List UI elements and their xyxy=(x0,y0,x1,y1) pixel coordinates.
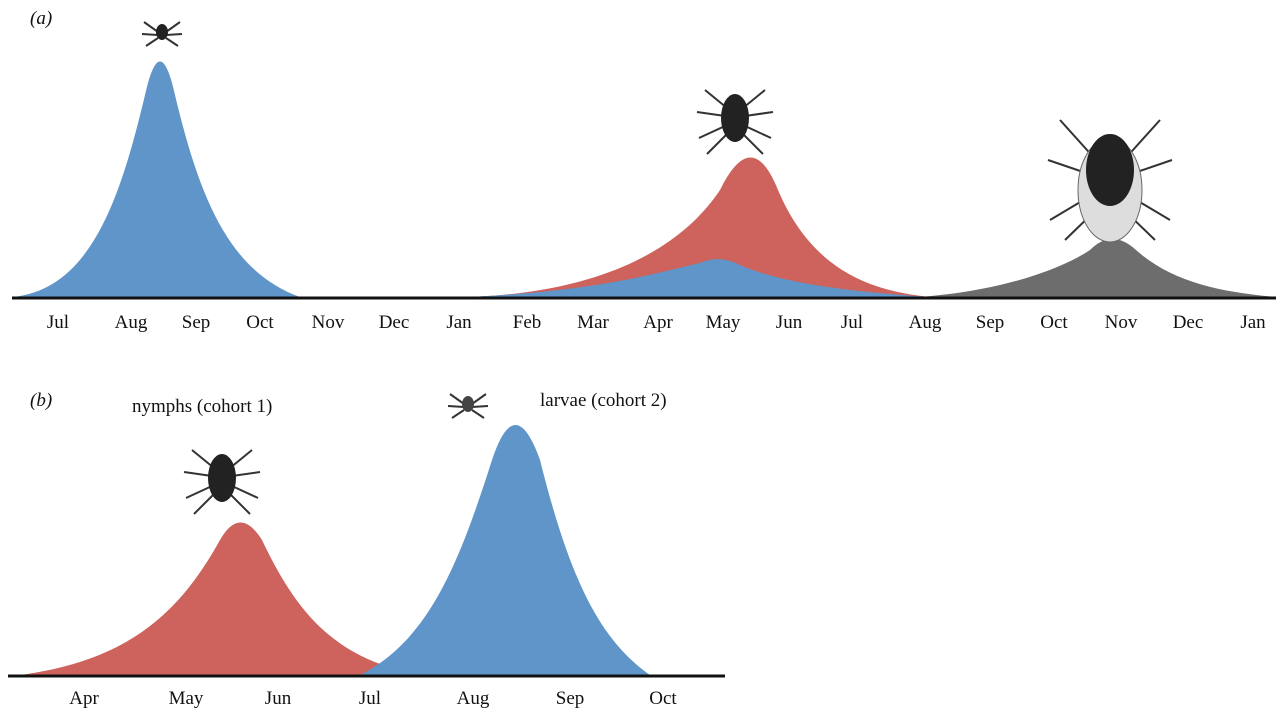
month-label: Sep xyxy=(976,312,1005,333)
panel-label: (b) xyxy=(30,390,52,411)
series-label: nymphs (cohort 1) xyxy=(132,396,272,417)
month-label: Aug xyxy=(115,312,148,333)
larvae-curve xyxy=(12,61,300,297)
nymph-icon-b xyxy=(183,449,261,515)
nymph-icon xyxy=(696,89,774,155)
month-label: Nov xyxy=(1105,312,1138,333)
month-label: Jan xyxy=(1240,312,1266,333)
month-label: Jun xyxy=(776,312,803,333)
larvae-cohort2-curve xyxy=(360,425,650,675)
month-label: May xyxy=(169,688,204,709)
month-label: Sep xyxy=(556,688,585,709)
month-label: Dec xyxy=(379,312,410,333)
month-label: Sep xyxy=(182,312,211,333)
month-label: Aug xyxy=(457,688,490,709)
month-label: Aug xyxy=(909,312,942,333)
month-label: Jul xyxy=(47,312,69,333)
month-label: May xyxy=(706,312,741,333)
month-label: Oct xyxy=(1040,312,1068,333)
month-label: Oct xyxy=(246,312,274,333)
larva-icon xyxy=(141,21,183,47)
month-label: Oct xyxy=(649,688,677,709)
nymphs-curve xyxy=(470,157,930,297)
month-label: Mar xyxy=(577,312,609,333)
panel-label: (a) xyxy=(30,8,52,29)
month-label: Jul xyxy=(841,312,863,333)
month-label: Dec xyxy=(1173,312,1204,333)
month-label: Jul xyxy=(359,688,381,709)
adults-curve xyxy=(920,239,1276,297)
larva-icon-b xyxy=(447,393,489,419)
month-label: Apr xyxy=(69,688,99,709)
month-label: Nov xyxy=(312,312,345,333)
adult-icon xyxy=(1047,119,1173,243)
series-label: larvae (cohort 2) xyxy=(540,390,667,411)
month-label: Jun xyxy=(265,688,292,709)
month-label: Jan xyxy=(446,312,472,333)
month-label: Apr xyxy=(643,312,673,333)
larvae-overwinter-curve xyxy=(470,259,930,297)
month-label: Feb xyxy=(513,312,542,333)
nymphs-cohort1-curve xyxy=(20,522,430,677)
